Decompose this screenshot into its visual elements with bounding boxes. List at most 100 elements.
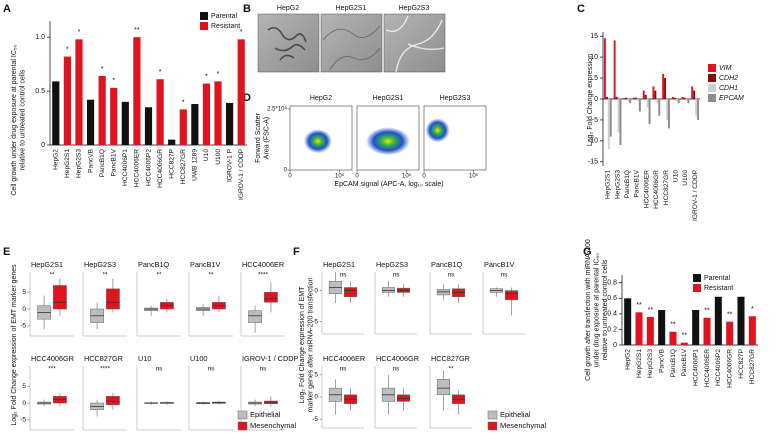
panel-title: U100: [190, 354, 207, 363]
bar: [664, 78, 667, 99]
bar: [168, 139, 176, 145]
bar: [605, 96, 608, 99]
panel-letter: C: [577, 3, 585, 15]
axis-title: marker genes after miRNA-200 transfectio…: [307, 277, 314, 412]
legend-swatch: [693, 274, 701, 282]
bar: [646, 317, 654, 345]
bar: [52, 81, 60, 145]
bar: [669, 331, 677, 345]
significance: *: [101, 66, 104, 73]
legend-label: Parental: [704, 275, 731, 282]
x-tick-label: U10: [203, 149, 210, 161]
plot-title: HepG2: [310, 95, 332, 102]
bar: [202, 83, 211, 145]
panel-title: U10: [138, 354, 151, 363]
bar: [675, 99, 678, 102]
x-tick-label: HepG2S3: [647, 349, 654, 378]
bar: [635, 312, 643, 345]
density-cloud: [303, 129, 332, 154]
micrograph-title: HepG2S1: [336, 5, 367, 12]
bar: [607, 99, 610, 150]
x-tick-label: HepG2: [624, 349, 631, 370]
x-tick-label: HepG2S3: [76, 149, 83, 178]
bar: [654, 90, 657, 99]
y-tick-label: 0: [613, 342, 617, 349]
x-tick-label: PancB1V: [681, 348, 688, 376]
significance: *: [66, 46, 69, 53]
x-tick-label: 0: [355, 174, 359, 180]
significance: ns: [208, 366, 216, 373]
bar: [638, 99, 641, 112]
density-cloud: [425, 118, 450, 143]
bar: [691, 86, 694, 99]
legend-swatch: [708, 84, 716, 92]
significance: **: [49, 272, 55, 279]
x-tick-label: PancB1V: [110, 148, 117, 176]
x-tick-label: PancVB: [658, 348, 665, 372]
bar: [685, 99, 688, 102]
micrograph: [257, 13, 320, 73]
significance: *: [751, 306, 754, 313]
y-tick-label: -5: [592, 117, 598, 124]
y-tick-label: -5: [20, 323, 26, 330]
bar: [658, 310, 666, 345]
x-tick-label: HepG2S1: [605, 170, 612, 199]
significance: *: [112, 78, 115, 85]
bar: [133, 37, 141, 145]
y-tick-label: 0.6: [607, 295, 617, 302]
bar: [662, 73, 665, 99]
legend-swatch: [200, 22, 208, 30]
x-tick-label: HepG2S1: [64, 149, 71, 178]
significance: *: [217, 71, 220, 78]
y-tick-label: 5: [22, 289, 26, 296]
y-tick-label: -10: [588, 138, 598, 145]
x-tick-label: 0: [422, 174, 426, 180]
bar: [656, 99, 659, 104]
bar: [623, 98, 626, 99]
y-tick-label: 0.2: [607, 326, 617, 333]
x-tick-label: HCC4006ER: [704, 349, 711, 387]
x-tick-label: U100: [215, 149, 222, 165]
significance: ns: [393, 366, 401, 373]
bar: [617, 99, 620, 133]
y-tick-label: 5: [314, 372, 318, 379]
bar: [703, 317, 711, 345]
significance: ns: [448, 272, 456, 279]
y-tick-label: 10: [590, 54, 598, 61]
axis-title: Log₂ Fold Change expression of EMT marke…: [11, 264, 18, 426]
micrograph-title: HepG2S3: [399, 5, 430, 12]
x-tick-label: 10⁵: [469, 173, 479, 180]
bar: [737, 296, 745, 345]
x-tick-label: 0: [288, 174, 292, 180]
axis-title: Forward Scatter: [255, 112, 262, 162]
x-tick-label: HCC827GR: [663, 170, 670, 205]
x-tick-label: PancB1V: [634, 169, 641, 197]
bar: [658, 99, 661, 116]
panel-title: HCC4006ER: [323, 354, 365, 363]
bar: [635, 97, 637, 99]
bar: [642, 90, 645, 99]
bar: [671, 96, 674, 99]
panel-title: HepG2S1: [323, 260, 355, 269]
x-tick-label: HCC4006P2: [715, 349, 722, 386]
x-tick-label: HCC4006P1: [692, 349, 699, 386]
legend-swatch: [487, 421, 498, 431]
bar: [63, 56, 71, 145]
x-tick-label: U100: [682, 170, 689, 186]
legend-swatch: [237, 421, 248, 431]
bar: [644, 94, 647, 99]
y-tick-label: 0.5: [35, 88, 45, 95]
cell-outline: [385, 15, 445, 73]
x-tick-label: IGROV-1 P: [226, 148, 233, 182]
panel-title: HCC4006ER: [242, 260, 284, 269]
bar: [98, 75, 106, 145]
panel-title: HepG2S1: [31, 260, 63, 269]
y-tick-label: 2.5*10⁵: [267, 106, 287, 113]
legend-swatch: [708, 74, 716, 82]
legend-swatch: [237, 410, 248, 420]
significance: **: [156, 272, 162, 279]
legend-swatch: [200, 12, 208, 20]
x-tick-label: HCC827P: [168, 148, 175, 178]
significance: ns: [340, 366, 348, 373]
x-tick-label: HCC827P: [738, 348, 745, 378]
